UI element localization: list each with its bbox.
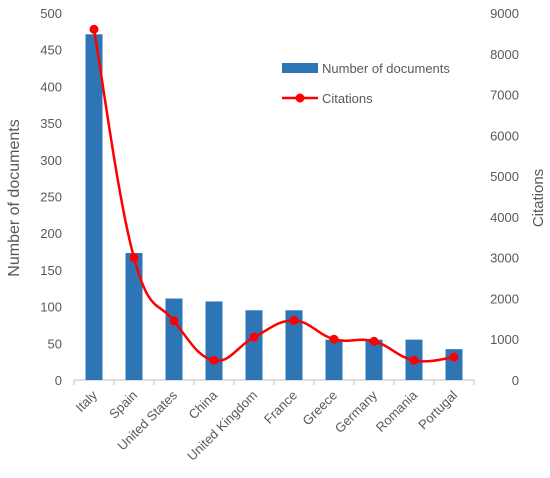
citations-point-spain	[129, 253, 139, 263]
y-tick-label: 350	[40, 116, 62, 131]
bar-united-states	[165, 298, 183, 380]
y-tick-label: 450	[40, 43, 62, 58]
y-tick-label: 500	[40, 6, 62, 21]
bar-italy	[85, 34, 103, 380]
x-tick-label: France	[261, 388, 300, 427]
citations-point-china	[209, 355, 219, 365]
citations-point-italy	[89, 24, 99, 34]
y2-tick-label: 3000	[490, 251, 519, 266]
y2-tick-label: 5000	[490, 169, 519, 184]
y-tick-label: 100	[40, 300, 62, 315]
y-tick-label: 250	[40, 190, 62, 205]
bar-china	[205, 301, 223, 380]
y-tick-label: 400	[40, 79, 62, 94]
citations-point-romania	[409, 355, 419, 365]
y2-tick-label: 1000	[490, 332, 519, 347]
citations-line	[92, 29, 455, 363]
bar-united-kingdom	[245, 310, 263, 380]
bar-series	[85, 34, 463, 380]
bar-greece	[325, 339, 343, 380]
y-tick-label: 300	[40, 153, 62, 168]
y2-tick-label: 6000	[490, 128, 519, 143]
citations-point-greece	[329, 334, 339, 344]
citations-point-portugal	[449, 352, 459, 362]
y2-tick-label: 8000	[490, 47, 519, 62]
y2-tick-label: 4000	[490, 210, 519, 225]
y-tick-label: 0	[55, 373, 62, 388]
line-series	[89, 24, 459, 365]
y-tick-label: 50	[48, 336, 62, 351]
y2-tick-label: 0	[512, 373, 519, 388]
chart-axes	[73, 379, 475, 385]
x-tick-label: China	[185, 387, 220, 422]
legend-swatch-documents	[282, 63, 318, 73]
y2-tick-label: 9000	[490, 6, 519, 21]
legend-label-citations: Citations	[322, 91, 373, 106]
x-tick-label: Italy	[73, 387, 101, 415]
citations-point-united-states	[169, 316, 179, 326]
citations-point-united-kingdom	[249, 332, 259, 342]
y-tick-label: 150	[40, 263, 62, 278]
bar-spain	[125, 253, 143, 380]
bar-germany	[365, 339, 383, 380]
x-tick-label: United Kingdom	[184, 388, 260, 464]
citations-point-germany	[369, 336, 379, 346]
y-tick-label: 200	[40, 226, 62, 241]
y-axis-title: Number of documents	[6, 119, 23, 276]
y2-axis-title: Citations	[530, 169, 547, 227]
bar-france	[285, 310, 303, 380]
x-tick-label: Spain	[106, 388, 140, 422]
legend: Number of documents Citations	[282, 61, 450, 106]
x-tick-label: Romania	[373, 387, 421, 435]
legend-swatch-citations-marker	[295, 93, 305, 103]
x-tick-label: Portugal	[415, 387, 460, 432]
citations-point-france	[289, 315, 299, 325]
x-tick-label: Germany	[332, 387, 381, 436]
legend-label-documents: Number of documents	[322, 61, 450, 76]
y2-tick-label: 2000	[490, 291, 519, 306]
y2-tick-label: 7000	[490, 88, 519, 103]
